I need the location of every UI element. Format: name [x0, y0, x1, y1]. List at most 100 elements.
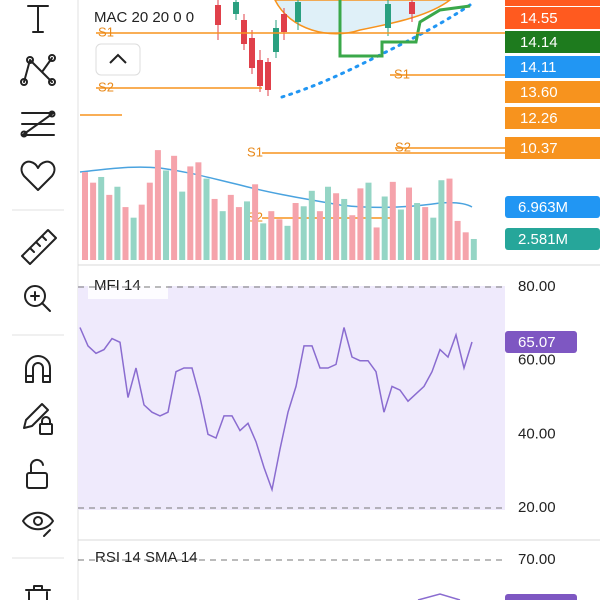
- price-badge: [505, 137, 600, 159]
- favorites[interactable]: [20, 160, 56, 191]
- volume-bar: [98, 176, 105, 260]
- volume-bar: [422, 207, 429, 260]
- volume-bar: [300, 206, 307, 260]
- volume-bar: [219, 211, 226, 260]
- trail-line: [338, 0, 471, 58]
- y-tick-label: 20.00: [518, 499, 556, 516]
- delete[interactable]: [25, 585, 51, 600]
- label-backdrop: [88, 273, 168, 299]
- fib-tool[interactable]: [20, 110, 56, 138]
- volume-bar: [187, 166, 194, 260]
- volume-bar: [227, 194, 234, 260]
- volume-badge: [505, 228, 600, 250]
- volume-bar: [171, 155, 178, 260]
- volume-bar: [357, 188, 364, 260]
- volume-bar: [195, 162, 202, 260]
- volume-bar: [179, 191, 186, 260]
- level-label: S2: [395, 139, 411, 154]
- volume-bar: [154, 150, 161, 260]
- volume-bar: [130, 217, 137, 260]
- mfi-title: MFI 14: [94, 277, 141, 294]
- text-tool[interactable]: [27, 5, 49, 33]
- volume-bar: [406, 187, 412, 260]
- toolbar: [12, 5, 64, 600]
- volume-ma-label: 6.963M: [518, 199, 568, 216]
- y-tick-label: 80.00: [518, 278, 556, 295]
- lock[interactable]: [26, 458, 48, 489]
- y-tick-label: 40.00: [518, 425, 556, 442]
- volume-bar: [211, 198, 218, 260]
- volume-bar: [454, 220, 461, 260]
- mfi-line: [79, 327, 473, 493]
- mfi-badge: [505, 330, 577, 353]
- volume-badge: [505, 196, 600, 218]
- volume-bar: [114, 186, 121, 260]
- pattern-tool[interactable]: [20, 54, 56, 86]
- volume-bar: [308, 190, 315, 260]
- rsi-line: [417, 593, 461, 600]
- price-label: 14.14: [520, 34, 558, 51]
- price-label: 12.26: [520, 110, 558, 127]
- price-badge: [505, 31, 600, 53]
- level-label: S1: [98, 24, 114, 39]
- volume-bar: [260, 223, 267, 260]
- chevron-icon: [109, 53, 127, 64]
- visibility[interactable]: [22, 511, 54, 537]
- volume-bar: [333, 193, 340, 260]
- candles: [215, 0, 415, 96]
- volume-bar: [163, 170, 169, 260]
- volume-bar: [414, 203, 421, 260]
- volume-bar: [284, 225, 291, 260]
- price-label: 14.55: [520, 10, 558, 27]
- volume-bar: [462, 232, 469, 260]
- volume-bar: [146, 182, 153, 260]
- price-label: 14.11: [520, 59, 556, 76]
- magnet[interactable]: [25, 355, 51, 383]
- volume-bar: [203, 178, 210, 260]
- price-badge: [505, 7, 600, 29]
- volume-bar: [381, 196, 388, 260]
- mfi-last-label: 65.07: [518, 334, 556, 351]
- y-tick-label: 70.00: [518, 551, 556, 568]
- volume-bar: [430, 217, 437, 260]
- volume-bar: [446, 178, 453, 260]
- price-badge: [505, 56, 600, 78]
- zoom[interactable]: [24, 285, 51, 312]
- volume-bar: [106, 194, 113, 260]
- volume-bar: [235, 207, 242, 260]
- volume-bar: [82, 172, 88, 260]
- y-tick-label: 60.00: [518, 352, 556, 369]
- price-label: 13.60: [520, 84, 558, 101]
- volume-bar: [341, 198, 348, 260]
- collapse-button[interactable]: [95, 43, 141, 76]
- price-badge: [505, 107, 600, 129]
- level-label: S1: [247, 144, 263, 159]
- volume-last-label: 2.581M: [518, 231, 568, 248]
- volume-bar: [244, 201, 250, 260]
- mfi-band: [78, 286, 505, 510]
- volume-bar: [325, 186, 331, 260]
- volume-bar: [438, 180, 445, 260]
- volume-bar: [292, 203, 299, 260]
- volume-bar: [349, 215, 356, 260]
- volume-bar: [276, 219, 283, 260]
- volume-bar: [397, 209, 404, 260]
- ruler[interactable]: [21, 229, 57, 265]
- price-chart: MAC 20 20 0 0: [80, 0, 472, 116]
- rsi-title: RSI 14 SMA 14: [95, 549, 198, 566]
- indicator-label: MAC 20 20 0 0: [94, 9, 194, 26]
- cloud: [274, 0, 452, 35]
- level-label: S1: [394, 66, 410, 81]
- volume-bar: [90, 182, 97, 260]
- rsi-badge: [505, 594, 577, 600]
- volume-bar: [252, 184, 259, 260]
- volume-bar: [138, 204, 145, 260]
- draw-lock[interactable]: [23, 403, 53, 435]
- price-badge: [505, 81, 600, 103]
- volume-bar: [373, 227, 380, 260]
- volume-bar: [122, 207, 129, 260]
- volume-bar: [316, 211, 323, 260]
- volume-bar: [389, 181, 396, 260]
- volume-bar: [470, 238, 477, 260]
